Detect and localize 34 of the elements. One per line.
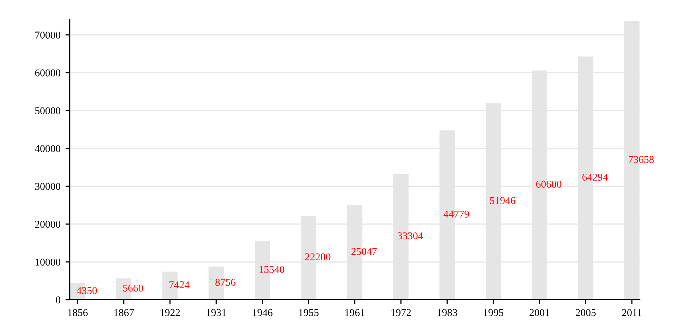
- x-tick-label: 1946: [253, 309, 273, 316]
- data-label: 7424: [170, 282, 190, 288]
- x-tick-label: 1995: [484, 309, 504, 316]
- y-tick-label: 70000: [36, 32, 61, 39]
- data-label: 44779: [444, 210, 470, 218]
- data-label: 51946: [490, 197, 516, 204]
- y-tick-label: 40000: [35, 145, 61, 152]
- x-tick-label: 1931: [206, 309, 226, 316]
- data-label: 15540: [260, 266, 284, 274]
- data-label: 4350: [76, 287, 98, 294]
- x-tick-label: 1867: [114, 309, 134, 316]
- y-tick-label: 0: [56, 296, 61, 304]
- x-tick-label: 1983: [438, 309, 458, 316]
- data-label: 33304: [398, 232, 424, 240]
- x-tick-label: 1972: [392, 309, 412, 316]
- y-tick-label: 30000: [35, 183, 61, 190]
- data-label: 73658: [629, 156, 654, 164]
- y-tick-label: 10000: [36, 258, 61, 266]
- x-tick-label: 1856: [68, 309, 88, 316]
- x-tick-label: 2005: [576, 309, 596, 316]
- x-tick-label: 2011: [622, 309, 642, 316]
- y-tick-label: 60000: [35, 70, 61, 77]
- x-tick-label: 2001: [530, 309, 550, 316]
- y-tick-label: 50000: [36, 108, 61, 115]
- x-tick-label: 1961: [346, 309, 365, 316]
- x-tick-label: 1922: [160, 309, 180, 316]
- data-label: 5660: [123, 284, 144, 292]
- data-label: 64294: [582, 174, 608, 181]
- x-tick-label: 1955: [299, 309, 319, 316]
- data-label: 25047: [352, 248, 377, 256]
- data-label: 8756: [216, 279, 236, 286]
- data-label: 60600: [536, 180, 562, 188]
- data-label: 22200: [305, 254, 331, 261]
- y-tick-label: 20000: [35, 221, 61, 228]
